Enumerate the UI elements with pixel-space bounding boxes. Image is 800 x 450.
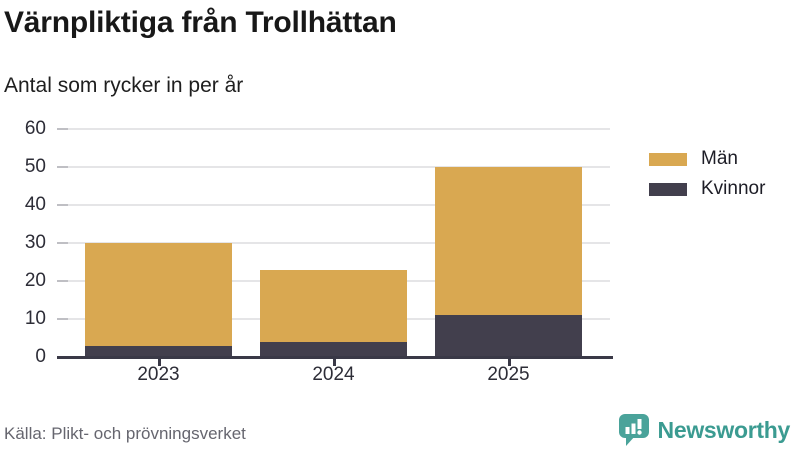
- gridline: [57, 128, 610, 130]
- legend: Män Kvinnor: [649, 148, 765, 208]
- y-axis-tick: [57, 166, 68, 168]
- gridline: [57, 166, 610, 168]
- x-axis-line: [57, 356, 613, 359]
- newsworthy-wordmark: Newsworthy: [657, 416, 791, 443]
- legend-item: Kvinnor: [649, 178, 765, 200]
- y-axis-tick: [57, 318, 68, 320]
- x-axis-tick-label: 2025: [487, 364, 530, 385]
- y-axis-tick: [57, 280, 68, 282]
- legend-swatch: [649, 152, 687, 166]
- y-axis-tick: [57, 204, 68, 206]
- y-axis-tick-label: 50: [24, 156, 46, 177]
- y-axis-tick-label: 30: [24, 232, 46, 253]
- gridline: [57, 242, 610, 244]
- y-axis-tick-label: 40: [24, 194, 46, 215]
- x-axis-tick: [507, 359, 511, 366]
- y-axis-tick: [57, 128, 68, 130]
- bar-segment-män: [435, 167, 582, 316]
- y-axis-tick: [57, 242, 68, 244]
- y-axis-tick-label: 20: [24, 270, 46, 291]
- y-axis-tick-label: 0: [35, 346, 46, 367]
- bar-segment-kvinnor: [85, 345, 232, 357]
- x-axis-tick-label: 2024: [312, 364, 355, 385]
- plot-area: [57, 128, 613, 366]
- bar-segment-kvinnor: [435, 315, 582, 357]
- legend-item: Män: [649, 148, 765, 170]
- bar-segment-män: [260, 269, 407, 342]
- legend-swatch: [649, 182, 687, 196]
- y-axis-tick-label: 10: [24, 308, 46, 329]
- source-text: Källa: Plikt- och prövningsverket: [4, 424, 246, 443]
- y-axis-tick-label: 60: [24, 118, 46, 139]
- x-axis-tick: [157, 359, 161, 366]
- chart-subtitle: Antal som rycker in per år: [4, 74, 244, 97]
- chart-title: Värnpliktiga från Trollhättan: [4, 6, 397, 39]
- x-axis-tick-label: 2023: [137, 364, 180, 385]
- bar-segment-kvinnor: [260, 341, 407, 357]
- x-axis-tick: [332, 359, 336, 366]
- legend-label: Män: [701, 148, 738, 169]
- gridline: [57, 204, 610, 206]
- legend-label: Kvinnor: [701, 178, 766, 199]
- bar-chart-speech-bubble-icon: [618, 414, 649, 446]
- newsworthy-logo[interactable]: Newsworthy: [618, 413, 790, 447]
- bar-segment-män: [85, 243, 232, 346]
